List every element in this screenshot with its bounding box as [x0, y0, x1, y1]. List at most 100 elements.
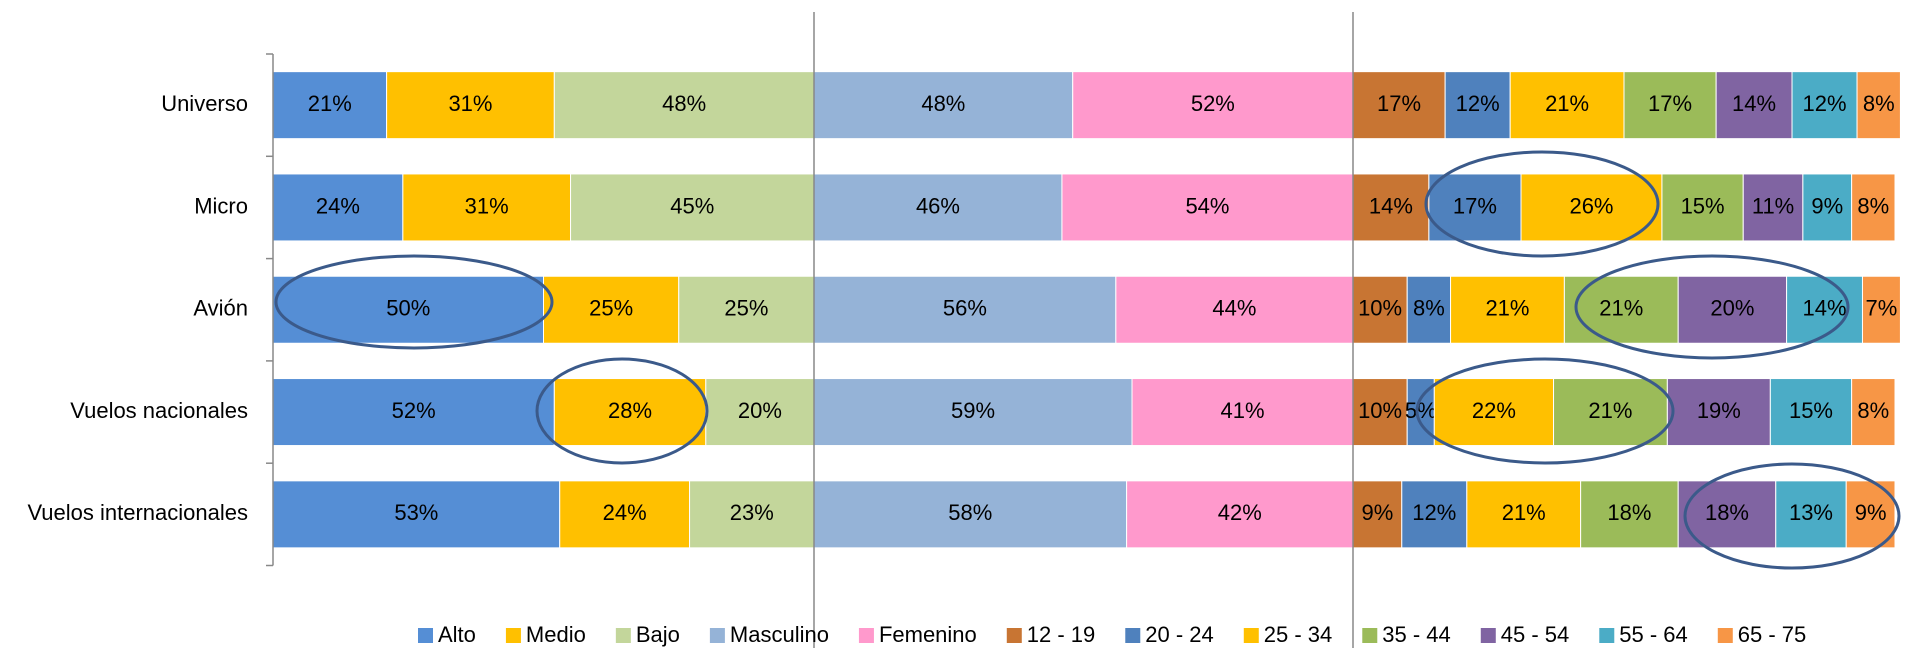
- bar-segment: [570, 173, 815, 242]
- data-label: 21%: [308, 91, 352, 116]
- data-label: 14%: [1732, 91, 1776, 116]
- category-label: Micro: [194, 193, 248, 218]
- bar-segment: [1352, 275, 1408, 344]
- bar-segment: [543, 275, 680, 344]
- data-label: 9%: [1361, 500, 1393, 525]
- bar-segment: [1553, 378, 1668, 447]
- data-label: 52%: [392, 398, 436, 423]
- category-label: Vuelos nacionales: [70, 398, 248, 423]
- bar-segment: [1851, 173, 1896, 242]
- bar-segment: [1580, 480, 1679, 549]
- bar-segment: [272, 480, 561, 549]
- legend-swatch: [418, 628, 433, 643]
- data-label: 45%: [670, 193, 714, 218]
- legend-label: 12 - 19: [1027, 622, 1096, 647]
- legend-swatch: [615, 628, 631, 643]
- highlight-ellipse: [274, 254, 554, 350]
- data-label: 53%: [394, 500, 438, 525]
- bar-segment: [1861, 275, 1901, 344]
- data-label: 17%: [1377, 91, 1421, 116]
- data-label: 11%: [1752, 193, 1794, 218]
- data-label: 52%: [1191, 91, 1235, 116]
- bar-segment: [1791, 71, 1858, 140]
- bar-segment: [1401, 480, 1468, 549]
- data-label: 25%: [724, 296, 768, 321]
- bar-segment: [272, 378, 555, 447]
- category-label: Universo: [161, 91, 248, 116]
- legend-swatch: [505, 628, 521, 643]
- data-label: 8%: [1857, 398, 1889, 423]
- bar-segment: [1509, 71, 1625, 140]
- legend-label: Bajo: [636, 622, 680, 647]
- data-label: 17%: [1453, 193, 1497, 218]
- bar-segment: [1775, 480, 1847, 549]
- category-label: Avión: [193, 296, 248, 321]
- data-label: 12%: [1803, 91, 1847, 116]
- bar-segment: [1786, 275, 1863, 344]
- bar-segment: [1851, 378, 1896, 447]
- data-label: 20%: [1710, 296, 1754, 321]
- bar-segment: [272, 173, 404, 242]
- bar-segment: [1061, 173, 1354, 242]
- data-label: 46%: [916, 193, 960, 218]
- bar-segment: [1450, 275, 1565, 344]
- bar-segment: [689, 480, 815, 549]
- data-label: 14%: [1803, 296, 1847, 321]
- data-label: 24%: [316, 193, 360, 218]
- bar-segment: [1802, 173, 1853, 242]
- bar-segment: [813, 378, 1133, 447]
- legend-swatch: [1243, 628, 1259, 643]
- legend-label: Masculino: [730, 622, 829, 647]
- highlight-ellipse: [1415, 357, 1675, 465]
- data-label: 7%: [1866, 296, 1898, 321]
- highlights: [274, 150, 1901, 570]
- data-label: 31%: [465, 193, 509, 218]
- category-label: Vuelos internacionales: [27, 500, 248, 525]
- data-label: 17%: [1648, 91, 1692, 116]
- highlight-ellipse: [1424, 150, 1660, 258]
- data-label: 15%: [1681, 193, 1725, 218]
- legend-label: 65 - 75: [1738, 622, 1807, 647]
- data-label: 14%: [1369, 193, 1413, 218]
- legend-swatch: [1480, 628, 1496, 643]
- bar-segment: [1126, 480, 1354, 549]
- data-label: 44%: [1212, 296, 1256, 321]
- highlight-ellipse: [535, 357, 709, 465]
- data-label: 54%: [1185, 193, 1229, 218]
- legend-swatch: [1599, 628, 1615, 643]
- bar-segment: [386, 71, 555, 140]
- bar-segment: [272, 275, 544, 344]
- bars: 21% 31% 48% 24% 31% 45% 50% 25% 25% 52% 28% 20% 53% 2…: [272, 71, 1901, 549]
- bar-segment: [813, 275, 1117, 344]
- data-label: 10%: [1358, 398, 1402, 423]
- data-label: 9%: [1855, 500, 1887, 525]
- bar-segment: [1466, 480, 1582, 549]
- bar-segment: [678, 275, 815, 344]
- bar-segment: [553, 71, 815, 140]
- bar-segment: [272, 71, 388, 140]
- data-label: 48%: [662, 91, 706, 116]
- data-label: 15%: [1789, 398, 1833, 423]
- data-label: 5%: [1405, 398, 1437, 423]
- legend-label: 55 - 64: [1619, 622, 1688, 647]
- data-label: 24%: [603, 500, 647, 525]
- data-label: 41%: [1220, 398, 1264, 423]
- data-label: 21%: [1588, 398, 1632, 423]
- data-label: 9%: [1811, 193, 1843, 218]
- highlight-ellipse: [1683, 462, 1901, 570]
- legend-label: 35 - 44: [1382, 622, 1451, 647]
- data-label: 56%: [943, 296, 987, 321]
- data-label: 13%: [1789, 500, 1833, 525]
- data-label: 19%: [1697, 398, 1741, 423]
- bar-segment: [1115, 275, 1354, 344]
- data-label: 8%: [1863, 91, 1895, 116]
- data-label: 21%: [1485, 296, 1529, 321]
- bar-segment: [705, 378, 815, 447]
- legend-label: Alto: [438, 622, 476, 647]
- bar-segment: [1444, 71, 1511, 140]
- bar-segment: [1406, 275, 1452, 344]
- data-label: 12%: [1456, 91, 1500, 116]
- data-label: 23%: [730, 500, 774, 525]
- bar-segment: [1072, 71, 1354, 140]
